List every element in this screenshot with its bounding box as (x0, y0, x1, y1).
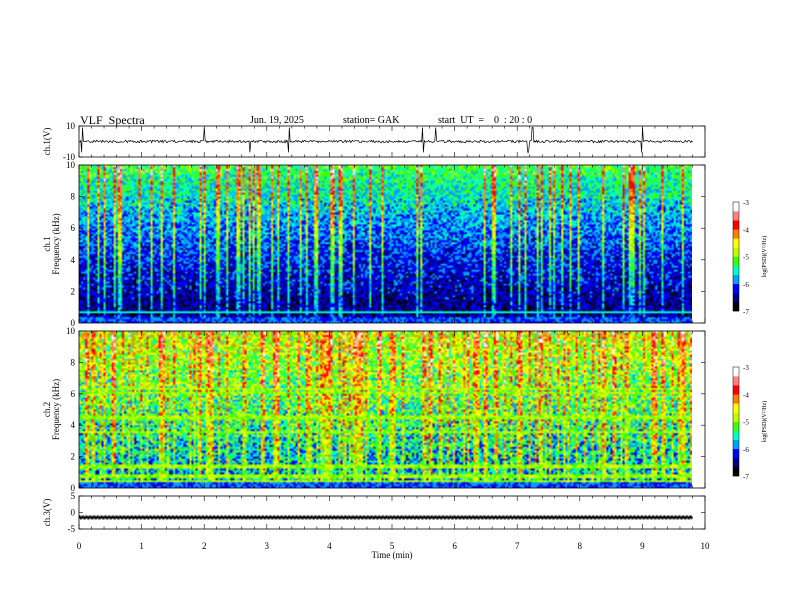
ytick-label: 10 (66, 326, 76, 336)
ytick-label: 0 (71, 318, 76, 328)
date-label: Jun. 19, 2025 (250, 115, 304, 126)
colorbar-tick-label: -7 (743, 473, 749, 481)
colorbar-segment (733, 403, 739, 413)
spectrogram-ch1 (79, 165, 692, 323)
colorbar-segment (733, 229, 739, 239)
colorbar-segment (733, 367, 739, 377)
ytick-label: 4 (71, 255, 76, 265)
ch3-waveform (78, 514, 693, 521)
colorbar-tick-label: -3 (743, 199, 749, 207)
y-axis-title: ch.3(V) (42, 499, 52, 527)
ytick-label: -5 (68, 524, 76, 534)
colorbar-segment (733, 439, 739, 450)
ch1-waveform (78, 127, 693, 153)
ytick-label: -10 (63, 152, 75, 162)
y-axis-title: Frequency (kHz) (51, 213, 61, 274)
colorbar-segment (733, 292, 739, 303)
y-axis-title: ch.1(V) (42, 128, 52, 156)
xtick-label: 2 (202, 541, 207, 551)
ytick-label: 4 (71, 420, 76, 430)
colorbar-segment (733, 466, 739, 477)
xtick-label: 8 (578, 541, 583, 551)
colorbar-tick-label: -7 (743, 308, 749, 316)
ytick-label: 8 (71, 357, 76, 367)
xtick-label: 3 (265, 541, 270, 551)
colorbar-segment (733, 283, 739, 294)
colorbar-frame (732, 201, 740, 312)
ytick-label: 6 (71, 389, 76, 399)
spectrogram-ch2 (79, 331, 692, 488)
colorbar-segment (733, 421, 739, 431)
ytick-label: 10 (66, 121, 76, 131)
ytick-label: 2 (71, 452, 76, 462)
colorbar-tick-label: -3 (743, 364, 749, 372)
ytick-label: 5 (71, 491, 76, 501)
colorbar-title: log(PSD)(V²/Hz) (761, 236, 768, 277)
xtick-label: 9 (640, 541, 645, 551)
xtick-label: 5 (390, 541, 395, 551)
colorbar-segment (733, 394, 739, 404)
xtick-label: 7 (515, 541, 520, 551)
y-axis-title: Frequency (kHz) (51, 379, 61, 440)
colorbar-tick-label: -6 (743, 446, 749, 454)
colorbar-segment (733, 256, 739, 266)
ytick-label: 6 (71, 223, 76, 233)
x-axis-title: Time (min) (372, 550, 413, 560)
colorbar-tick-label: -5 (743, 419, 749, 427)
xtick-label: 10 (701, 541, 711, 551)
station-label: station= GAK (343, 115, 400, 126)
colorbar-segment (733, 448, 739, 459)
xtick-label: 1 (139, 541, 144, 551)
colorbar-segment (733, 376, 739, 386)
colorbar-segment (733, 265, 739, 275)
colorbar-segment (733, 430, 739, 440)
start-time-label: start UT = 0 : 20 : 0 (438, 115, 533, 126)
colorbar-title: log(PSD)(V²/Hz) (761, 401, 768, 442)
colorbar-segment (733, 301, 739, 312)
figure-title: VLF Spectra (80, 113, 145, 127)
xtick-label: 0 (77, 541, 82, 551)
colorbar-segment (733, 412, 739, 422)
colorbar-tick-label: -6 (743, 281, 749, 289)
ytick-label: 10 (66, 160, 76, 170)
colorbar-frame (732, 366, 740, 477)
colorbar-segment (733, 220, 739, 230)
xtick-label: 4 (327, 541, 332, 551)
colorbar-segment (733, 211, 739, 221)
colorbar-segment (733, 202, 739, 212)
ytick-label: 0 (71, 508, 76, 518)
ytick-label: 0 (71, 483, 76, 493)
ytick-label: 8 (71, 192, 76, 202)
colorbar-segment (733, 274, 739, 285)
colorbar-segment (733, 457, 739, 468)
colorbar-segment (733, 385, 739, 395)
colorbar-segment (733, 247, 739, 257)
xtick-label: 6 (452, 541, 457, 551)
y-axis-title: ch.1 (42, 236, 52, 251)
colorbar-tick-label: -5 (743, 254, 749, 262)
colorbar-tick-label: -4 (743, 391, 749, 399)
y-axis-title: ch.2 (42, 402, 52, 417)
colorbar-segment (733, 238, 739, 248)
ytick-label: 2 (71, 286, 76, 296)
colorbar-tick-label: -4 (743, 226, 749, 234)
